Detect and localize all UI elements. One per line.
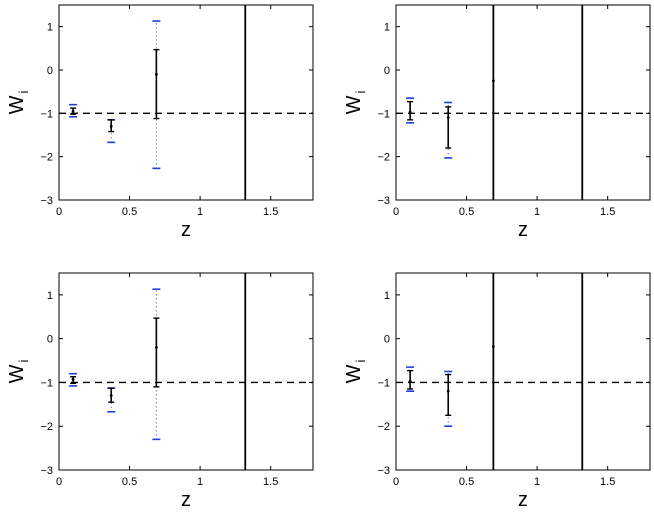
x-tick-label: 0 (56, 476, 62, 488)
x-tick-label: 0.5 (122, 476, 137, 488)
data-point (491, 79, 495, 83)
data-point (491, 345, 495, 348)
data-point (446, 389, 450, 393)
y-tick-label: −2 (377, 421, 390, 433)
y-tick-label: −1 (377, 377, 390, 389)
x-tick-label: 1.5 (600, 206, 615, 218)
axes-frame (395, 4, 651, 201)
data-point (71, 377, 75, 381)
x-tick-label: 0.5 (122, 206, 137, 218)
y-axis-label-subscript: i (353, 360, 368, 363)
data-point (446, 116, 450, 120)
x-tick-label: 0 (393, 206, 399, 218)
x-axis-label: z (518, 219, 528, 241)
data-point (408, 379, 412, 383)
x-tick-label: 0.5 (459, 206, 474, 218)
x-tick-label: 1 (197, 206, 203, 218)
y-axis-label-subscript: i (353, 91, 368, 94)
y-axis-label-subscript: i (16, 360, 31, 363)
y-tick-label: −3 (40, 195, 53, 207)
chart-panel-2: 0 0.5 1 1.5 1 0 −1 −2 −3 z Wi (343, 4, 651, 241)
x-tick-label: 0 (56, 206, 62, 218)
x-tick-label: 1.5 (600, 476, 615, 488)
y-tick-label: 1 (384, 290, 390, 302)
y-tick-label: 0 (384, 65, 390, 77)
y-axis-label: Wi (343, 360, 368, 384)
y-axis-label: Wi (343, 91, 368, 115)
axes-frame (58, 272, 314, 471)
y-tick-label: 1 (384, 22, 390, 34)
data-point (154, 346, 158, 349)
y-tick-label: −3 (40, 465, 53, 477)
x-tick-label: 1.5 (263, 206, 278, 218)
x-tick-label: 1 (197, 476, 203, 488)
data-point (109, 394, 113, 397)
y-axis-label: Wi (6, 91, 31, 115)
x-axis-label: z (181, 489, 191, 511)
y-tick-label: 0 (47, 65, 53, 77)
chart-panel-3: 0 0.5 1 1.5 1 0 −1 −2 −3 z Wi (6, 272, 314, 511)
y-tick-label: −3 (377, 465, 390, 477)
y-tick-label: −1 (377, 108, 390, 120)
y-tick-label: −1 (40, 377, 53, 389)
x-tick-label: 1 (534, 476, 540, 488)
y-tick-label: 0 (384, 334, 390, 346)
y-tick-label: −1 (40, 108, 53, 120)
chart-panel-1: 0 0.5 1 1.5 1 0 −1 −2 −3 z Wi (6, 4, 314, 241)
y-tick-label: −3 (377, 195, 390, 207)
data-point (71, 109, 75, 113)
data-point (154, 72, 158, 76)
y-tick-label: −2 (40, 421, 53, 433)
data-point (408, 110, 412, 114)
y-tick-label: −2 (40, 152, 53, 164)
y-axis-label: Wi (6, 360, 31, 384)
axes-frame (58, 4, 314, 201)
axes-frame (395, 272, 651, 471)
x-tick-label: 1.5 (263, 476, 278, 488)
y-tick-label: 0 (47, 334, 53, 346)
x-axis-label: z (181, 219, 191, 241)
x-tick-label: 1 (534, 206, 540, 218)
y-axis-label-subscript: i (16, 91, 31, 94)
y-tick-label: 1 (47, 290, 53, 302)
chart-panel-4: 0 0.5 1 1.5 1 0 −1 −2 −3 z Wi (343, 272, 651, 511)
y-tick-label: 1 (47, 22, 53, 34)
y-tick-label: −2 (377, 152, 390, 164)
data-point (109, 124, 113, 128)
x-tick-label: 0 (393, 476, 399, 488)
x-tick-label: 0.5 (459, 476, 474, 488)
x-axis-label: z (518, 489, 528, 511)
